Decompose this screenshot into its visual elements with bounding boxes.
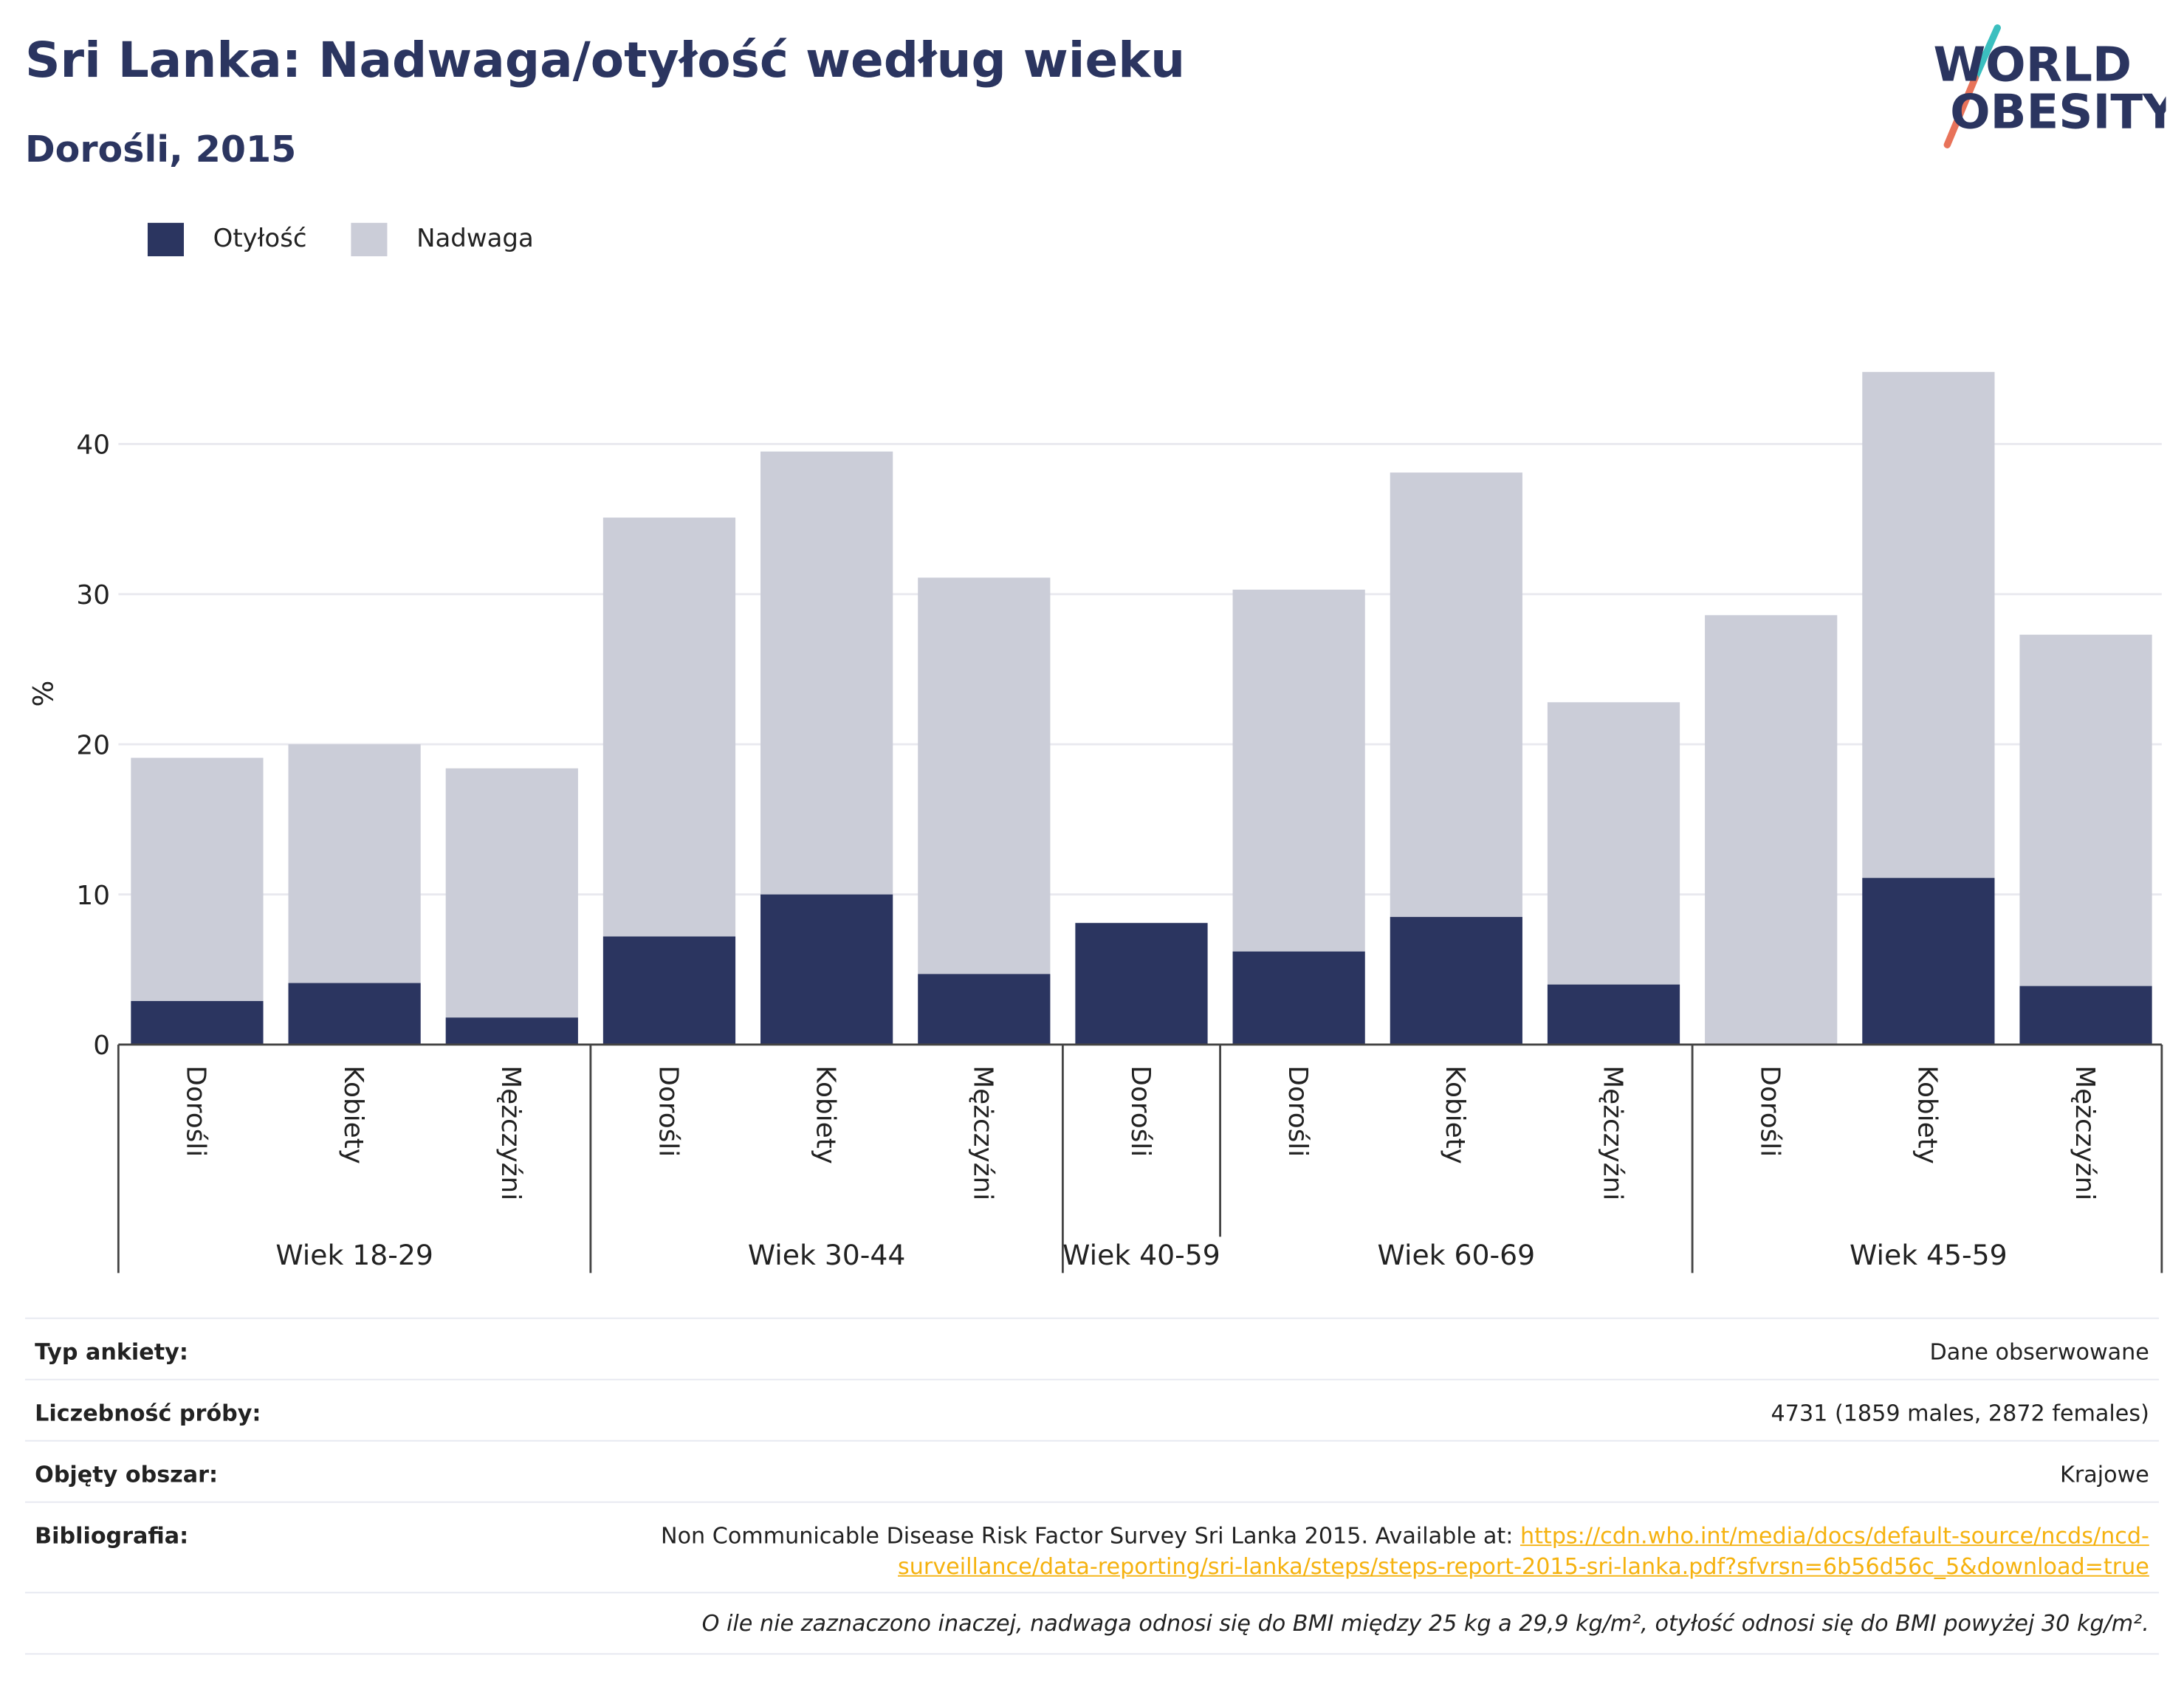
bar-obesity-12	[2019, 986, 2152, 1045]
bar-overweight-12	[2019, 634, 2152, 986]
bar-obesity-2	[445, 1017, 578, 1045]
category-label-4: Kobiety	[810, 1065, 840, 1164]
info-value-survey-type: Dane obserwowane	[1929, 1338, 2149, 1365]
info-top-rule	[24, 1317, 2160, 1319]
category-label-1: Kobiety	[338, 1065, 368, 1164]
info-value-bibliography-cont: surveillance/data-reporting/sri-lanka/st…	[898, 1553, 2149, 1580]
group-label-2: Wiek 40-59	[1062, 1239, 1220, 1271]
category-label-7: Dorośli	[1282, 1065, 1313, 1157]
bar-obesity-9	[1547, 984, 1680, 1045]
category-label-3: Dorośli	[653, 1065, 683, 1157]
y-tick-label-10: 10	[76, 881, 110, 911]
group-label-0: Wiek 18-29	[275, 1239, 433, 1271]
info-label-bibliography: Bibliografia:	[35, 1522, 189, 1549]
bar-overweight-1	[288, 744, 421, 983]
bar-overweight-3	[602, 518, 736, 937]
stacked-bar-chart: 0 10 20 30 40% Dorośli Kobiety Mężczyźni Dorośli…	[27, 371, 2163, 1273]
y-tick-label-20: 20	[76, 730, 110, 760]
info-row-bibliography: Bibliografia: Non Communicable Disease R…	[24, 1503, 2160, 1594]
bibliography-link-line2[interactable]: surveillance/data-reporting/sri-lanka/st…	[898, 1553, 2149, 1580]
info-value-bibliography: Non Communicable Disease Risk Factor Sur…	[661, 1522, 2149, 1549]
group-label-1: Wiek 30-44	[748, 1239, 906, 1271]
bar-overweight-10	[1705, 615, 1838, 1045]
bar-overweight-0	[131, 757, 264, 1001]
bibliography-text: Non Communicable Disease Risk Factor Sur…	[660, 1522, 1520, 1549]
category-label-6: Dorośli	[1125, 1065, 1155, 1157]
definition-note: O ile nie zaznaczono inaczej, nadwaga od…	[701, 1609, 2149, 1637]
category-label-11: Kobiety	[1912, 1065, 1943, 1164]
category-label-12: Mężczyźni	[2070, 1065, 2100, 1200]
bar-obesity-8	[1390, 917, 1522, 1045]
logo-text-world: WORLD	[1933, 37, 2132, 92]
bar-obesity-0	[131, 1000, 264, 1045]
info-row-sample-size: Liczebność próby: 4731 (1859 males, 2872…	[24, 1381, 2160, 1442]
legend-swatch-obesity	[147, 222, 185, 257]
bar-overweight-2	[445, 768, 578, 1018]
chart-title: Sri Lanka: Nadwaga/otyłość według wieku	[24, 33, 1186, 89]
info-label-sample-size: Liczebność próby:	[35, 1400, 261, 1426]
bar-obesity-11	[1862, 878, 1995, 1045]
bar-obesity-6	[1075, 923, 1208, 1045]
logo-text-obesity: OBESITY	[1950, 85, 2166, 140]
bar-overweight-8	[1390, 472, 1522, 918]
y-tick-label-0: 0	[93, 1031, 110, 1061]
info-row-area: Objęty obszar: Krajowe	[24, 1442, 2160, 1503]
bar-obesity-1	[288, 983, 421, 1045]
bar-overweight-5	[918, 577, 1051, 974]
category-label-2: Mężczyźni	[495, 1065, 526, 1200]
info-row-survey-type: Typ ankiety: Dane obserwowane	[24, 1319, 2160, 1381]
world-obesity-logo: WORLD OBESITY	[1933, 24, 2166, 148]
bar-obesity-5	[918, 974, 1051, 1045]
info-label-area: Objęty obszar:	[35, 1461, 219, 1488]
bar-overweight-7	[1232, 589, 1365, 952]
bar-overweight-11	[1862, 371, 1995, 879]
category-label-9: Mężczyźni	[1597, 1065, 1627, 1200]
y-tick-label-40: 40	[76, 430, 110, 461]
category-label-0: Dorośli	[181, 1065, 211, 1157]
legend-label-obesity: Otyłość	[213, 224, 307, 254]
category-label-5: Mężczyźni	[968, 1065, 998, 1200]
bar-obesity-3	[602, 936, 736, 1045]
bibliography-link-line1[interactable]: https://cdn.who.int/media/docs/default-s…	[1519, 1522, 2149, 1549]
bar-obesity-7	[1232, 951, 1365, 1045]
category-label-10: Dorośli	[1754, 1065, 1785, 1157]
group-label-4: Wiek 45-59	[1850, 1239, 2008, 1271]
legend-swatch-overweight	[351, 222, 388, 257]
category-label-8: Kobiety	[1440, 1065, 1470, 1164]
group-label-3: Wiek 60-69	[1378, 1239, 1536, 1271]
info-value-sample-size: 4731 (1859 males, 2872 females)	[1771, 1400, 2149, 1426]
info-value-area: Krajowe	[2060, 1461, 2149, 1488]
info-label-survey-type: Typ ankiety:	[35, 1338, 188, 1365]
legend-label-overweight: Nadwaga	[416, 224, 534, 254]
bar-overweight-4	[760, 451, 893, 895]
chart-subtitle: Dorośli, 2015	[24, 129, 297, 172]
y-tick-label-30: 30	[76, 580, 110, 611]
info-row-note: O ile nie zaznaczono inaczej, nadwaga od…	[24, 1593, 2160, 1655]
bar-overweight-9	[1547, 702, 1680, 985]
y-axis-label: %	[27, 681, 60, 707]
bar-obesity-4	[760, 894, 893, 1045]
